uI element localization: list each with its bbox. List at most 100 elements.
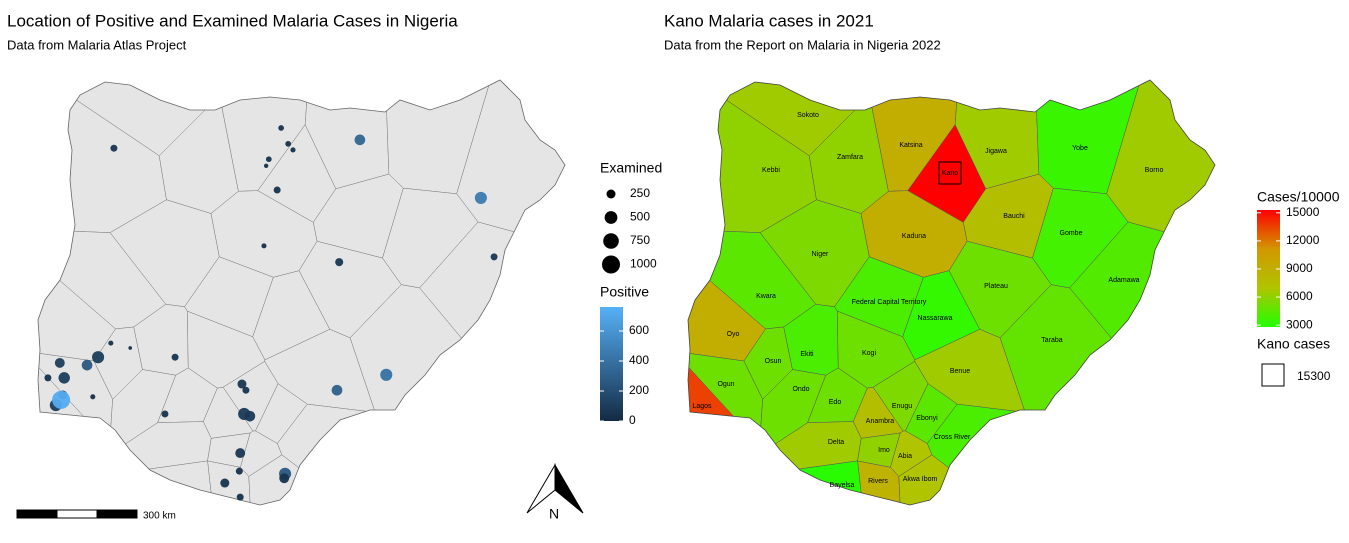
colorbar: [600, 307, 623, 421]
left-subtitle: Data from Malaria Atlas Project: [7, 37, 187, 52]
state: [1069, 221, 1215, 494]
legend-label: 500: [630, 210, 650, 224]
state-label: Kogi: [862, 350, 876, 357]
legend-label: 750: [630, 233, 650, 247]
country-border: [37, 79, 566, 506]
state-label: Sokoto: [797, 112, 819, 119]
site-point: [235, 448, 246, 459]
size-key: [603, 233, 619, 249]
site-point: [128, 346, 133, 350]
site-point: [90, 394, 96, 400]
state: [890, 430, 933, 477]
site-point: [290, 147, 296, 153]
state-label: Adamawa: [1108, 277, 1139, 284]
legend-label: 12000: [1286, 233, 1320, 247]
scale-bar: 300 km: [16, 509, 176, 522]
state-label: Akwa Ibom: [903, 476, 938, 483]
site-point: [54, 357, 65, 368]
legend-label: 6000: [1286, 289, 1313, 303]
site-point: [273, 186, 281, 194]
legend-title: Examined: [600, 160, 662, 176]
state: [729, 460, 865, 505]
size-key: [604, 211, 618, 224]
legend-label: 15300: [1297, 369, 1331, 383]
left-map: [37, 79, 566, 506]
state: [927, 403, 1131, 505]
legend-label: 250: [630, 186, 650, 200]
site-point: [265, 156, 272, 163]
site-point: [261, 243, 267, 249]
site-point: [52, 390, 71, 409]
site-point: [81, 359, 93, 371]
legend-label: 200: [629, 383, 649, 397]
right-subtitle: Data from the Report on Malaria in Niger…: [664, 37, 941, 52]
state-label: Ogun: [717, 381, 734, 388]
site-point: [474, 191, 487, 204]
state-label: Rivers: [868, 478, 888, 485]
state-label: Jigawa: [985, 148, 1007, 155]
state-label: Enugu: [892, 403, 912, 410]
state-label: Edo: [829, 399, 842, 406]
state-label: Imo: [878, 447, 890, 454]
arrow-half: [554, 463, 584, 514]
site-point: [331, 384, 343, 396]
legend-label: 400: [629, 353, 649, 367]
state-label: Yobe: [1072, 145, 1088, 152]
state-label: Abia: [898, 453, 912, 460]
state-boundary: [38, 80, 167, 233]
legend-label: 3000: [1286, 317, 1313, 331]
legend-title: Kano cases: [1257, 336, 1330, 352]
state-label: Nassarawa: [917, 315, 952, 322]
state-label: Zamfara: [837, 154, 863, 161]
state-label: Bauchi: [1003, 213, 1025, 220]
site-point: [278, 125, 284, 131]
state-label: Taraba: [1041, 337, 1063, 344]
size-key: [606, 189, 616, 199]
site-point: [237, 379, 247, 389]
scale-segment: [96, 509, 138, 519]
state: [898, 454, 1019, 505]
scale-segment: [56, 509, 98, 519]
state-label: Gombe: [1060, 230, 1083, 237]
state-label: Borno: [1145, 167, 1164, 174]
site-point: [220, 478, 230, 488]
state-label: Kano: [942, 170, 958, 177]
legend-label: 15000: [1286, 205, 1320, 219]
state-label: Kebbi: [762, 167, 780, 174]
site-point: [110, 144, 118, 152]
state-label: Ondo: [792, 386, 809, 393]
state-label: Cross River: [934, 434, 971, 441]
legend-label: 600: [629, 323, 649, 337]
site-point: [92, 351, 105, 364]
legend-title: Positive: [600, 284, 649, 300]
state-label: Ebonyi: [916, 415, 938, 422]
kano-box: [938, 161, 962, 185]
state-boundary: [419, 221, 565, 494]
legend-label: 0: [629, 413, 636, 427]
state-label: Delta: [828, 439, 844, 446]
site-point: [354, 134, 366, 146]
state-boundary: [240, 430, 283, 477]
site-point: [279, 473, 290, 484]
left-title: Location of Positive and Examined Malari…: [7, 11, 458, 30]
right-title: Kano Malaria cases in 2021: [664, 11, 874, 30]
state-label: Anambra: [866, 418, 895, 425]
site-point: [263, 163, 269, 169]
size-key: [601, 255, 621, 274]
state-label: Ekiti: [800, 351, 814, 358]
state-boundary: [248, 454, 369, 505]
state-label: Niger: [812, 251, 829, 258]
state-label: Kwara: [756, 293, 776, 300]
site-point: [490, 253, 498, 261]
site-point: [242, 386, 250, 394]
legend-label: 1000: [630, 257, 657, 271]
right-map: Sokoto Kebbi Zamfara Katsina Kano Jigawa Yobe B…: [687, 79, 1216, 506]
state-label: Oyo: [727, 331, 740, 338]
state-label: Katsina: [899, 142, 922, 149]
legend-label: 9000: [1286, 261, 1313, 275]
state-label: Plateau: [984, 283, 1008, 290]
site-point: [285, 140, 292, 147]
north-label: N: [549, 506, 559, 522]
scale-segment: [16, 509, 58, 519]
